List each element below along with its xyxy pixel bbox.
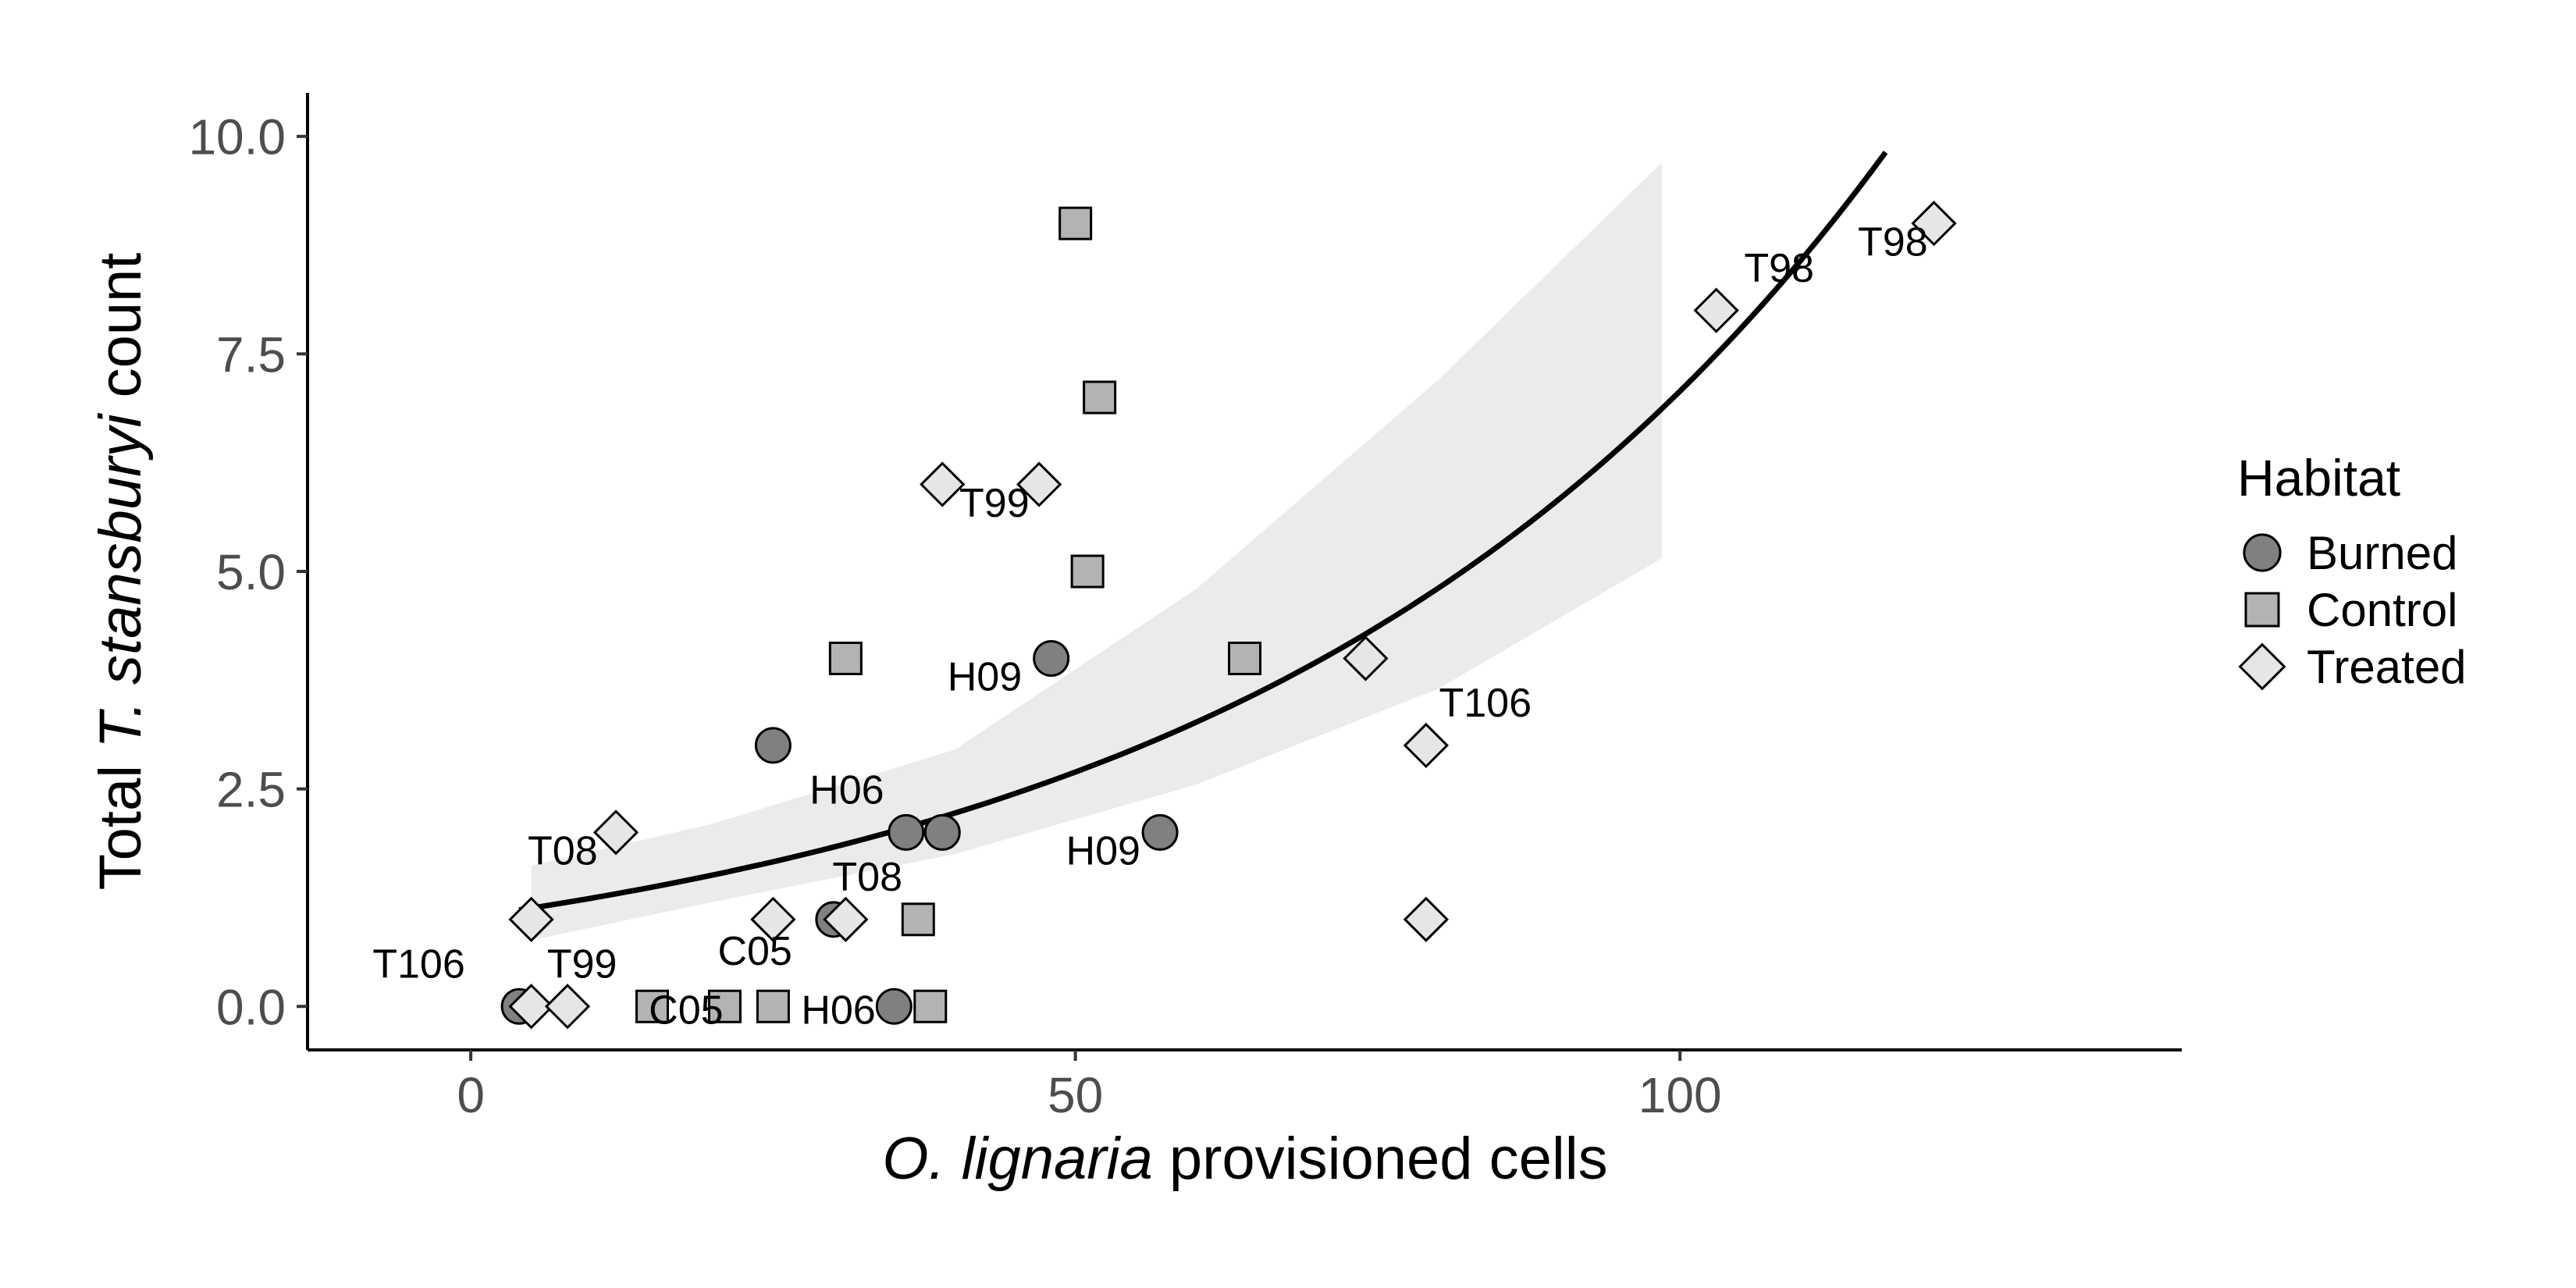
- point-label: H06: [809, 768, 884, 813]
- y-tick-label: 7.5: [216, 326, 286, 382]
- point-label: T99: [547, 941, 617, 987]
- x-tick-label: 0: [457, 1067, 485, 1123]
- point-label: T99: [959, 481, 1030, 526]
- y-tick-label: 2.5: [216, 762, 286, 818]
- legend-key-burned: [2243, 533, 2282, 572]
- y-tick-label: 10.0: [188, 109, 286, 165]
- data-point: [508, 896, 554, 942]
- legend-key-treated: [2238, 642, 2286, 691]
- legend-key-control: [2244, 592, 2280, 628]
- data-point: [1059, 206, 1093, 240]
- y-axis-label-post: count: [87, 253, 154, 415]
- data-point: [1070, 554, 1105, 589]
- point-label: T08: [832, 855, 902, 900]
- point-label: T98: [1744, 246, 1814, 291]
- data-point: [1343, 635, 1389, 681]
- point-label: T08: [528, 829, 598, 874]
- data-point: [888, 813, 925, 851]
- point-label: C05: [649, 988, 723, 1034]
- data-point: [1228, 641, 1261, 675]
- point-label: T106: [372, 941, 465, 987]
- data-point: [920, 461, 966, 507]
- x-tick-label: 50: [1048, 1067, 1103, 1123]
- data-point: [544, 984, 591, 1030]
- series-treated: [508, 201, 1957, 1030]
- data-point: [923, 813, 961, 851]
- legend-label: Control: [2307, 584, 2457, 636]
- fit-curve: [518, 151, 1888, 913]
- data-point: [635, 989, 669, 1023]
- x-axis-label-italic: O. lignaria: [882, 1126, 1152, 1192]
- data-point: [875, 987, 913, 1025]
- data-point: [1083, 380, 1117, 415]
- y-axis-label: Total T. stansburyi count: [87, 253, 154, 891]
- x-tick-label: 100: [1638, 1067, 1722, 1123]
- y-axis-label-pre: Total: [87, 749, 154, 891]
- point-label: T106: [1439, 681, 1532, 726]
- point-label: C05: [717, 929, 792, 974]
- series-control: [635, 206, 1261, 1023]
- data-point: [508, 984, 554, 1030]
- data-point: [1403, 896, 1449, 942]
- point-label: H09: [948, 655, 1022, 700]
- point-label: H06: [801, 988, 875, 1034]
- data-point: [756, 989, 790, 1023]
- data-point: [592, 809, 639, 856]
- data-point: [1693, 287, 1739, 333]
- point-label: H09: [1066, 829, 1140, 874]
- x-axis-label-rest: provisioned cells: [1153, 1126, 1608, 1192]
- data-point: [913, 989, 948, 1023]
- data-point: [1016, 461, 1062, 507]
- legend-label: Burned: [2307, 527, 2457, 579]
- axes: 0.0 2.5 5.0 7.5 10.0 0 50 100: [188, 93, 2182, 1123]
- y-axis-label-italic: T. stansburyi: [87, 413, 154, 749]
- data-point: [754, 727, 792, 764]
- data-point: [1033, 639, 1070, 677]
- data-point: [901, 902, 935, 937]
- data-point: [707, 989, 742, 1023]
- x-axis-label: O. lignaria provisioned cells: [882, 1126, 1607, 1192]
- data-point: [823, 896, 869, 942]
- data-point: [1911, 201, 1957, 247]
- data-point: [1141, 813, 1179, 851]
- legend-title: Habitat: [2237, 449, 2400, 507]
- y-tick-label: 0.0: [216, 979, 286, 1035]
- point-label: T98: [1858, 219, 1928, 265]
- confidence-band: [531, 162, 1662, 941]
- series-burned: [500, 639, 1179, 1025]
- data-point: [750, 896, 796, 942]
- legend-label: Treated: [2307, 641, 2467, 693]
- data-point: [828, 641, 863, 675]
- data-point: [1403, 722, 1449, 769]
- y-tick-label: 5.0: [216, 544, 286, 600]
